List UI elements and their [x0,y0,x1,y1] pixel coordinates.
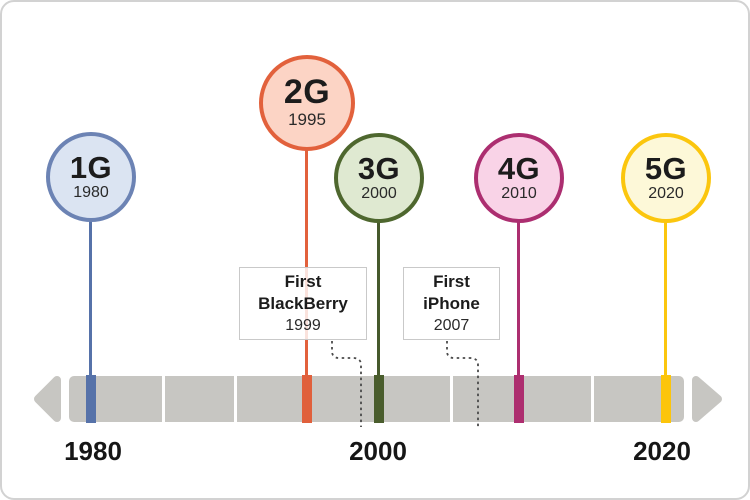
timeline-marker-1980 [86,375,96,423]
event-blackberry-line1: First [284,271,322,291]
gen-year-1g: 1980 [73,183,109,201]
timeline-arrow-right-icon [692,376,722,422]
gen-label-1g: 1G [69,149,113,185]
event-iphone-year: 2007 [433,316,470,334]
gen-stem-2g [305,149,308,377]
gen-label-4g: 4G [497,150,541,186]
gen-year-4g: 2010 [501,184,537,202]
axis-label-2000: 2000 [349,436,407,466]
gen-circle-4g: 4G 2010 [474,133,564,223]
bar-segment-gap [591,376,594,422]
timeline-marker-2000 [374,375,384,423]
gen-stem-3g [377,221,380,377]
gen-circle-3g: 3G 2000 [334,133,424,223]
gen-year-2g: 1995 [288,110,326,130]
bar-segment-gap [450,376,453,422]
event-iphone-line1: First [433,271,470,291]
gen-circle-2g: 2G 1995 [259,55,355,151]
gen-circle-1g: 1G 1980 [46,132,136,222]
gen-label-5g: 5G [644,150,688,186]
event-blackberry-year: 1999 [285,316,321,334]
bar-segment-gap [162,376,165,422]
gen-circle-5g: 5G 2020 [621,133,711,223]
gen-label-2g: 2G [283,73,331,112]
timeline-arrow-left-icon [34,376,61,422]
event-box-iphone: First iPhone 2007 [403,267,500,340]
gen-stem-4g [517,221,520,377]
timeline-marker-2020 [661,375,671,423]
gen-year-3g: 2000 [361,184,397,202]
event-box-blackberry: First BlackBerry 1999 [239,267,367,340]
timeline-marker-1995 [302,375,312,423]
event-blackberry-line2: BlackBerry [258,293,348,313]
gen-label-3g: 3G [357,150,401,186]
axis-label-2020: 2020 [633,436,691,466]
axis-label-1980: 1980 [64,436,122,466]
gen-year-5g: 2020 [648,184,684,202]
gen-stem-1g [89,220,92,377]
bar-segment-gap [234,376,237,422]
timeline-marker-2010 [514,375,524,423]
gen-stem-5g [664,221,667,377]
event-iphone-line2: iPhone [423,293,480,313]
